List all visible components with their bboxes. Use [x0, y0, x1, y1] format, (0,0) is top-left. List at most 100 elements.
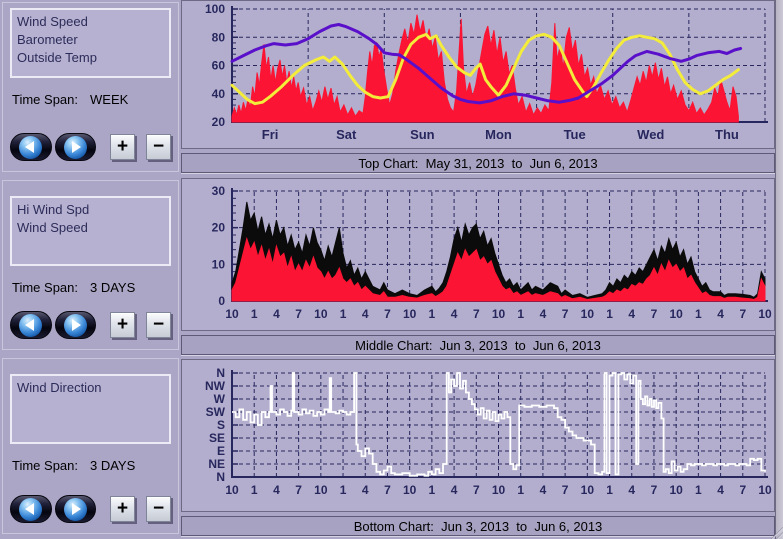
- svg-text:4: 4: [273, 483, 280, 497]
- svg-text:10: 10: [581, 483, 595, 497]
- svg-text:7: 7: [295, 307, 302, 321]
- middle-chart-status-text: Middle Chart: Jun 3, 2013 to Jun 6, 2013: [355, 337, 601, 353]
- zoom-in-button[interactable]: +: [110, 496, 136, 522]
- svg-text:7: 7: [651, 483, 658, 497]
- middle-chart-controls-panel: Hi Wind Spd Wind Speed Time Span: 3 DAYS …: [2, 180, 179, 350]
- svg-text:7: 7: [562, 307, 569, 321]
- top-chart: 20 40 60 80 100 Fri Sat Sun Mon Tue Wed Thu: [181, 0, 775, 149]
- series-list-item[interactable]: Hi Wind Spd: [17, 202, 90, 217]
- bottom-chart: N NW W SW S SE E NE N 10 1 4 7 10 1 4 7 10 1 4 7 10 1 4 7 10 1 4 7 10…: [181, 359, 775, 512]
- svg-text:W: W: [214, 392, 226, 406]
- svg-text:10: 10: [212, 257, 226, 271]
- svg-text:S: S: [217, 418, 225, 432]
- series-list-item[interactable]: Barometer: [17, 32, 78, 47]
- series-list-item[interactable]: Wind Speed: [17, 14, 88, 29]
- resize-grip-icon[interactable]: [770, 526, 783, 539]
- svg-text:7: 7: [384, 483, 391, 497]
- svg-text:1: 1: [429, 307, 436, 321]
- svg-text:7: 7: [384, 307, 391, 321]
- bottom-chart-status-text: Bottom Chart: Jun 3, 2013 to Jun 6, 2013: [353, 518, 603, 534]
- zoom-out-button[interactable]: −: [146, 134, 171, 160]
- svg-text:60: 60: [212, 59, 226, 73]
- top-chart-status-text: Top Chart: May 31, 2013 to Jun 6, 2013: [358, 155, 598, 171]
- svg-text:1: 1: [606, 483, 613, 497]
- top-series-list: Wind Speed Barometer Outside Temp: [10, 8, 171, 78]
- svg-text:40: 40: [212, 87, 226, 101]
- svg-text:10: 10: [581, 307, 595, 321]
- back-arrow-icon: [19, 135, 43, 159]
- svg-text:80: 80: [212, 30, 226, 44]
- prev-button[interactable]: [10, 311, 52, 339]
- window-right-edge: [775, 0, 783, 539]
- next-button[interactable]: [54, 495, 97, 523]
- svg-text:10: 10: [758, 483, 772, 497]
- prev-button[interactable]: [10, 133, 52, 161]
- svg-text:10: 10: [225, 307, 239, 321]
- zoom-in-button[interactable]: +: [110, 134, 136, 160]
- next-button[interactable]: [54, 133, 97, 161]
- svg-text:7: 7: [739, 307, 746, 321]
- svg-text:10: 10: [669, 307, 683, 321]
- series-list-item[interactable]: Wind Speed: [17, 220, 88, 235]
- svg-text:4: 4: [362, 483, 369, 497]
- bottom-chart-status-bar: Bottom Chart: Jun 3, 2013 to Jun 6, 2013: [181, 516, 775, 536]
- back-arrow-icon: [19, 497, 43, 521]
- middle-chart: 0 10 20 30 10 1 4 7 10 1 4 7 10 1 4 7 10 1 4 7 10 1 4 7 10 1 4 7 10: [181, 178, 775, 331]
- svg-text:10: 10: [314, 307, 328, 321]
- bottom-series-list: Wind Direction: [10, 374, 171, 444]
- middle-chart-status-bar: Middle Chart: Jun 3, 2013 to Jun 6, 2013: [181, 335, 775, 355]
- svg-text:1: 1: [340, 307, 347, 321]
- svg-text:4: 4: [628, 483, 635, 497]
- top-chart-plot: 20 40 60 80 100 Fri Sat Sun Mon Tue Wed Thu: [205, 2, 768, 142]
- svg-text:10: 10: [758, 307, 772, 321]
- svg-text:E: E: [217, 444, 225, 458]
- svg-text:7: 7: [562, 483, 569, 497]
- svg-text:4: 4: [717, 307, 724, 321]
- svg-text:Mon: Mon: [485, 127, 512, 142]
- svg-text:1: 1: [695, 307, 702, 321]
- svg-text:1: 1: [251, 307, 258, 321]
- bottom-chart-buttons: + −: [10, 495, 171, 523]
- svg-text:10: 10: [225, 483, 239, 497]
- time-span-label: Time Span:: [12, 458, 78, 473]
- zoom-out-button[interactable]: −: [146, 312, 171, 338]
- svg-text:0: 0: [218, 294, 225, 308]
- svg-text:7: 7: [651, 307, 658, 321]
- time-span-row: Time Span: 3 DAYS: [10, 458, 171, 473]
- time-span-label: Time Span:: [12, 280, 78, 295]
- svg-text:10: 10: [492, 307, 506, 321]
- series-list-item[interactable]: Wind Direction: [17, 380, 102, 395]
- svg-text:4: 4: [628, 307, 635, 321]
- time-span-value: WEEK: [90, 92, 129, 107]
- series-list-item[interactable]: Outside Temp: [17, 50, 97, 65]
- svg-text:N: N: [216, 470, 225, 484]
- svg-text:20: 20: [212, 221, 226, 235]
- forward-arrow-icon: [63, 497, 87, 521]
- svg-text:7: 7: [739, 483, 746, 497]
- back-arrow-icon: [19, 313, 43, 337]
- prev-button[interactable]: [10, 495, 52, 523]
- svg-text:10: 10: [314, 483, 328, 497]
- svg-text:SW: SW: [206, 405, 226, 419]
- svg-text:Tue: Tue: [564, 127, 586, 142]
- svg-text:4: 4: [273, 307, 280, 321]
- time-span-value: 3 DAYS: [90, 280, 136, 295]
- time-span-row: Time Span: 3 DAYS: [10, 280, 171, 295]
- svg-text:1: 1: [429, 483, 436, 497]
- svg-text:4: 4: [362, 307, 369, 321]
- zoom-out-button[interactable]: −: [146, 496, 171, 522]
- time-span-label: Time Span:: [12, 92, 78, 107]
- svg-text:7: 7: [295, 483, 302, 497]
- time-span-row: Time Span: WEEK: [10, 92, 171, 107]
- forward-arrow-icon: [63, 135, 87, 159]
- svg-text:NE: NE: [208, 457, 225, 471]
- svg-text:10: 10: [403, 307, 417, 321]
- svg-text:Fri: Fri: [262, 127, 279, 142]
- svg-text:100: 100: [205, 2, 225, 16]
- svg-text:1: 1: [606, 307, 613, 321]
- next-button[interactable]: [54, 311, 97, 339]
- svg-text:N: N: [216, 366, 225, 380]
- zoom-in-button[interactable]: +: [110, 312, 136, 338]
